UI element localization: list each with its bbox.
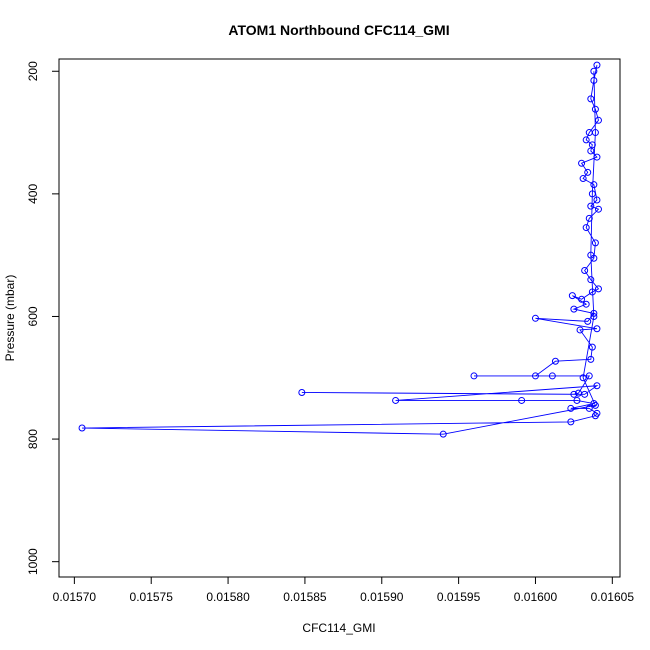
x-tick-label: 0.01570 xyxy=(53,590,97,604)
data-point xyxy=(581,390,589,398)
data-point xyxy=(548,372,556,380)
data-point xyxy=(588,288,596,296)
data-point xyxy=(570,305,578,313)
data-point xyxy=(579,175,587,183)
data-point xyxy=(587,251,595,259)
data-point xyxy=(593,382,601,390)
y-tick-label: 600 xyxy=(26,306,40,326)
data-point xyxy=(587,147,595,155)
data-point xyxy=(590,76,598,84)
data-point xyxy=(582,224,590,232)
data-point xyxy=(591,105,599,113)
data-point xyxy=(594,116,602,124)
data-point xyxy=(590,309,598,317)
series-line xyxy=(82,65,600,435)
data-point xyxy=(584,168,592,176)
data-point xyxy=(582,136,590,144)
data-point xyxy=(587,202,595,210)
chart-title: ATOM1 Northbound CFC114_GMI xyxy=(228,22,449,38)
x-tick-label: 0.01580 xyxy=(206,590,250,604)
data-point xyxy=(591,129,599,137)
data-point xyxy=(590,312,598,320)
data-point xyxy=(587,95,595,103)
data-point xyxy=(593,61,601,69)
series-layer xyxy=(78,61,602,438)
x-axis: 0.01570 0.01575 0.01580 0.01585 0.01590 0.015… xyxy=(53,576,635,604)
data-point xyxy=(593,153,601,161)
data-point xyxy=(582,300,590,308)
data-point xyxy=(573,396,581,404)
data-point xyxy=(579,374,587,382)
data-point xyxy=(591,239,599,247)
data-point xyxy=(591,412,599,420)
data-point xyxy=(591,401,599,409)
data-point xyxy=(584,317,592,325)
data-point xyxy=(531,372,539,380)
data-point xyxy=(590,400,598,408)
data-point xyxy=(570,390,578,398)
data-point xyxy=(531,314,539,322)
y-axis-label: Pressure (mbar) xyxy=(3,275,17,362)
data-point xyxy=(593,325,601,333)
data-point xyxy=(590,181,598,189)
data-point xyxy=(567,404,575,412)
y-tick-label: 1000 xyxy=(26,548,40,575)
data-point xyxy=(587,355,595,363)
data-point xyxy=(585,404,593,412)
data-point xyxy=(518,396,526,404)
data-point xyxy=(578,295,586,303)
x-tick-label: 0.01600 xyxy=(514,590,558,604)
data-point xyxy=(567,418,575,426)
data-point xyxy=(588,343,596,351)
data-point xyxy=(578,159,586,167)
x-axis-label: CFC114_GMI xyxy=(302,621,375,635)
data-point xyxy=(588,190,596,198)
data-point xyxy=(585,214,593,222)
data-point xyxy=(298,388,306,396)
data-point xyxy=(470,372,478,380)
data-point xyxy=(551,357,559,365)
y-tick-label: 400 xyxy=(26,184,40,204)
data-point xyxy=(587,276,595,284)
x-tick-label: 0.01585 xyxy=(283,590,327,604)
data-point xyxy=(590,67,598,75)
x-tick-label: 0.01605 xyxy=(591,590,635,604)
y-axis: 200 400 600 800 1000 xyxy=(26,61,59,575)
data-point xyxy=(594,205,602,213)
data-point xyxy=(581,266,589,274)
data-point xyxy=(593,196,601,204)
y-tick-label: 800 xyxy=(26,429,40,449)
y-tick-label: 200 xyxy=(26,61,40,81)
data-point xyxy=(568,292,576,300)
data-point xyxy=(594,285,602,293)
x-tick-label: 0.01575 xyxy=(130,590,174,604)
data-point xyxy=(585,372,593,380)
data-point xyxy=(439,430,447,438)
data-point xyxy=(78,424,86,432)
x-tick-label: 0.01595 xyxy=(437,590,481,604)
x-tick-label: 0.01590 xyxy=(360,590,404,604)
data-point xyxy=(392,396,400,404)
data-point xyxy=(576,326,584,334)
